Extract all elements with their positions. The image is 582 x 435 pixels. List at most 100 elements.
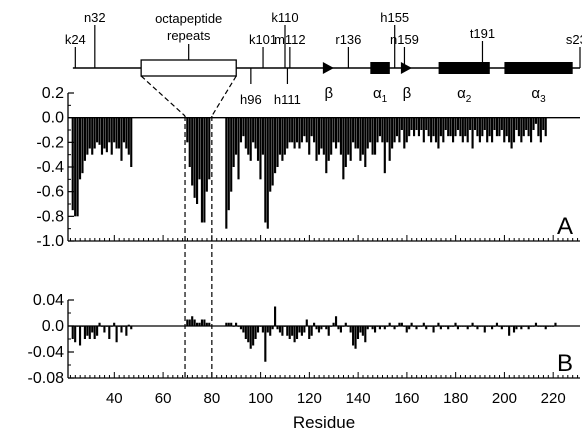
bar [386, 326, 389, 327]
bar [93, 326, 96, 339]
bar [537, 326, 540, 327]
bar [237, 117, 240, 180]
bar [437, 322, 440, 326]
bar [378, 326, 381, 330]
bar [127, 324, 130, 326]
bar [391, 117, 394, 149]
bar [547, 326, 550, 327]
bar [539, 326, 542, 327]
bar [398, 117, 401, 143]
residue-label: h96 [240, 92, 262, 107]
bar [200, 319, 204, 326]
bar [259, 326, 262, 327]
bar [276, 326, 279, 330]
bar [293, 326, 296, 343]
bar [452, 326, 455, 327]
bar [295, 117, 299, 143]
bar [515, 117, 518, 130]
bar [483, 326, 486, 333]
bar [386, 117, 389, 143]
bar [520, 326, 523, 330]
bar [320, 326, 323, 330]
bar [481, 117, 484, 137]
bar [337, 326, 340, 330]
bar [439, 326, 442, 330]
bar [473, 326, 477, 327]
bar [427, 326, 430, 327]
bar [454, 117, 457, 137]
bar [495, 117, 499, 137]
bar [81, 117, 84, 174]
bar [361, 117, 364, 155]
bar [522, 326, 525, 327]
bar [459, 117, 462, 137]
bar [361, 326, 364, 336]
bar [347, 117, 350, 155]
bar [449, 117, 452, 137]
x-tick-label: 140 [346, 390, 371, 407]
bar [493, 117, 496, 130]
bar [544, 117, 547, 137]
bar [403, 117, 406, 149]
bar [208, 322, 211, 326]
bar [527, 117, 530, 137]
bar [203, 319, 206, 326]
residue-label: t191 [470, 26, 495, 41]
bar [283, 117, 286, 155]
bar [200, 117, 204, 223]
bar [532, 117, 535, 130]
bar [488, 117, 491, 137]
bar [359, 117, 362, 161]
bar [500, 117, 503, 130]
bar [339, 117, 342, 155]
bar [349, 117, 352, 161]
bar [395, 117, 399, 137]
bar [461, 326, 464, 327]
bar [317, 117, 321, 155]
bar [108, 326, 111, 339]
bar [122, 326, 125, 327]
bar [525, 117, 528, 130]
zoom-line-left-diagonal [140, 75, 186, 117]
bar [400, 117, 403, 130]
bar [434, 117, 438, 143]
bar [108, 117, 111, 143]
bar [113, 322, 116, 326]
bar [113, 117, 116, 143]
y-tick-label: 0.04 [33, 292, 64, 309]
bar [88, 117, 91, 149]
bar [310, 117, 313, 137]
y-tick-label: 0.2 [42, 85, 64, 102]
bar [125, 326, 128, 336]
bar [422, 322, 425, 326]
bar [486, 326, 489, 327]
bar [369, 326, 372, 327]
bar [96, 326, 99, 336]
bar [313, 322, 316, 326]
bar [408, 326, 411, 330]
bar [508, 117, 511, 143]
bar [205, 117, 208, 192]
bar [110, 326, 113, 327]
x-tick-label: 200 [492, 390, 517, 407]
bar [352, 117, 355, 143]
bar [244, 326, 247, 339]
bar [186, 117, 189, 143]
bar [486, 117, 489, 143]
x-tick-label: 120 [297, 390, 322, 407]
bar [430, 117, 433, 143]
bar [239, 326, 243, 330]
bar [454, 322, 457, 326]
bar [298, 117, 301, 149]
x-tick-label: 40 [106, 390, 123, 407]
bar [354, 117, 357, 149]
bar [78, 117, 82, 180]
bar [93, 117, 96, 149]
bar [466, 117, 469, 143]
bar [98, 117, 101, 145]
octapeptide-label-line2: repeats [167, 28, 211, 43]
bar [247, 117, 250, 155]
bar [388, 117, 391, 161]
bar [232, 117, 235, 167]
y-tick-label: -0.2 [36, 134, 64, 151]
